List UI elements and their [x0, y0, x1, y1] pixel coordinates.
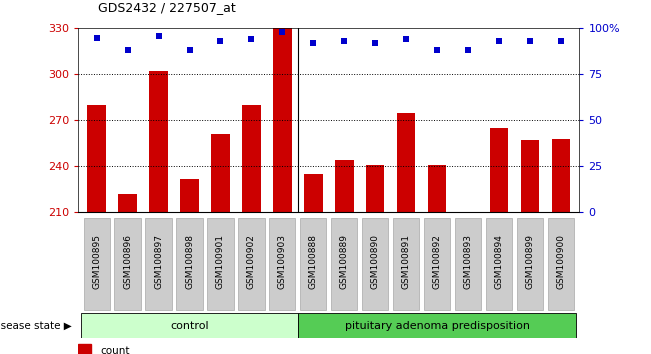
Bar: [118, 194, 137, 212]
FancyBboxPatch shape: [83, 218, 110, 309]
Text: GSM100897: GSM100897: [154, 234, 163, 290]
Bar: [366, 165, 385, 212]
Text: pituitary adenoma predisposition: pituitary adenoma predisposition: [344, 321, 529, 331]
Bar: [78, 344, 90, 354]
FancyBboxPatch shape: [517, 218, 543, 309]
Text: control: control: [170, 321, 209, 331]
Bar: [428, 165, 447, 212]
Bar: [335, 160, 353, 212]
Bar: [87, 105, 106, 212]
FancyBboxPatch shape: [270, 218, 296, 309]
FancyBboxPatch shape: [362, 218, 388, 309]
FancyBboxPatch shape: [298, 313, 576, 338]
Text: GSM100891: GSM100891: [402, 234, 411, 290]
FancyBboxPatch shape: [145, 218, 172, 309]
Point: [432, 47, 442, 53]
Text: GSM100889: GSM100889: [340, 234, 349, 290]
Point: [493, 38, 504, 44]
Text: GSM100890: GSM100890: [370, 234, 380, 290]
Point: [184, 47, 195, 53]
Text: GSM100903: GSM100903: [278, 234, 287, 290]
Text: GSM100899: GSM100899: [525, 234, 534, 290]
Text: disease state ▶: disease state ▶: [0, 321, 72, 331]
Bar: [242, 105, 260, 212]
Text: GSM100894: GSM100894: [495, 234, 503, 290]
Bar: [397, 113, 415, 212]
Text: GSM100900: GSM100900: [557, 234, 565, 290]
Text: GSM100901: GSM100901: [216, 234, 225, 290]
Text: GSM100896: GSM100896: [123, 234, 132, 290]
FancyBboxPatch shape: [115, 218, 141, 309]
Point: [339, 38, 350, 44]
Bar: [211, 134, 230, 212]
Text: count: count: [101, 346, 130, 354]
Bar: [149, 71, 168, 212]
Point: [370, 40, 380, 46]
FancyBboxPatch shape: [300, 218, 326, 309]
Point: [154, 33, 164, 39]
FancyBboxPatch shape: [547, 218, 574, 309]
FancyBboxPatch shape: [238, 218, 264, 309]
Point: [463, 47, 473, 53]
FancyBboxPatch shape: [176, 218, 202, 309]
Text: GSM100902: GSM100902: [247, 234, 256, 290]
Point: [555, 38, 566, 44]
Point: [525, 38, 535, 44]
Point: [277, 29, 288, 35]
Bar: [180, 179, 199, 212]
Point: [92, 35, 102, 40]
FancyBboxPatch shape: [207, 218, 234, 309]
FancyBboxPatch shape: [393, 218, 419, 309]
Text: GSM100893: GSM100893: [464, 234, 473, 290]
Bar: [273, 28, 292, 212]
FancyBboxPatch shape: [486, 218, 512, 309]
Text: GSM100895: GSM100895: [92, 234, 101, 290]
FancyBboxPatch shape: [331, 218, 357, 309]
Point: [122, 47, 133, 53]
FancyBboxPatch shape: [424, 218, 450, 309]
FancyBboxPatch shape: [81, 313, 298, 338]
Bar: [304, 174, 322, 212]
Point: [246, 36, 256, 42]
Bar: [521, 140, 539, 212]
Text: GSM100892: GSM100892: [432, 234, 441, 290]
Bar: [490, 128, 508, 212]
Point: [401, 36, 411, 42]
Point: [308, 40, 318, 46]
Point: [215, 38, 226, 44]
Text: GSM100888: GSM100888: [309, 234, 318, 290]
Text: GDS2432 / 227507_at: GDS2432 / 227507_at: [98, 1, 236, 14]
Text: GSM100898: GSM100898: [185, 234, 194, 290]
Bar: [551, 139, 570, 212]
FancyBboxPatch shape: [455, 218, 481, 309]
